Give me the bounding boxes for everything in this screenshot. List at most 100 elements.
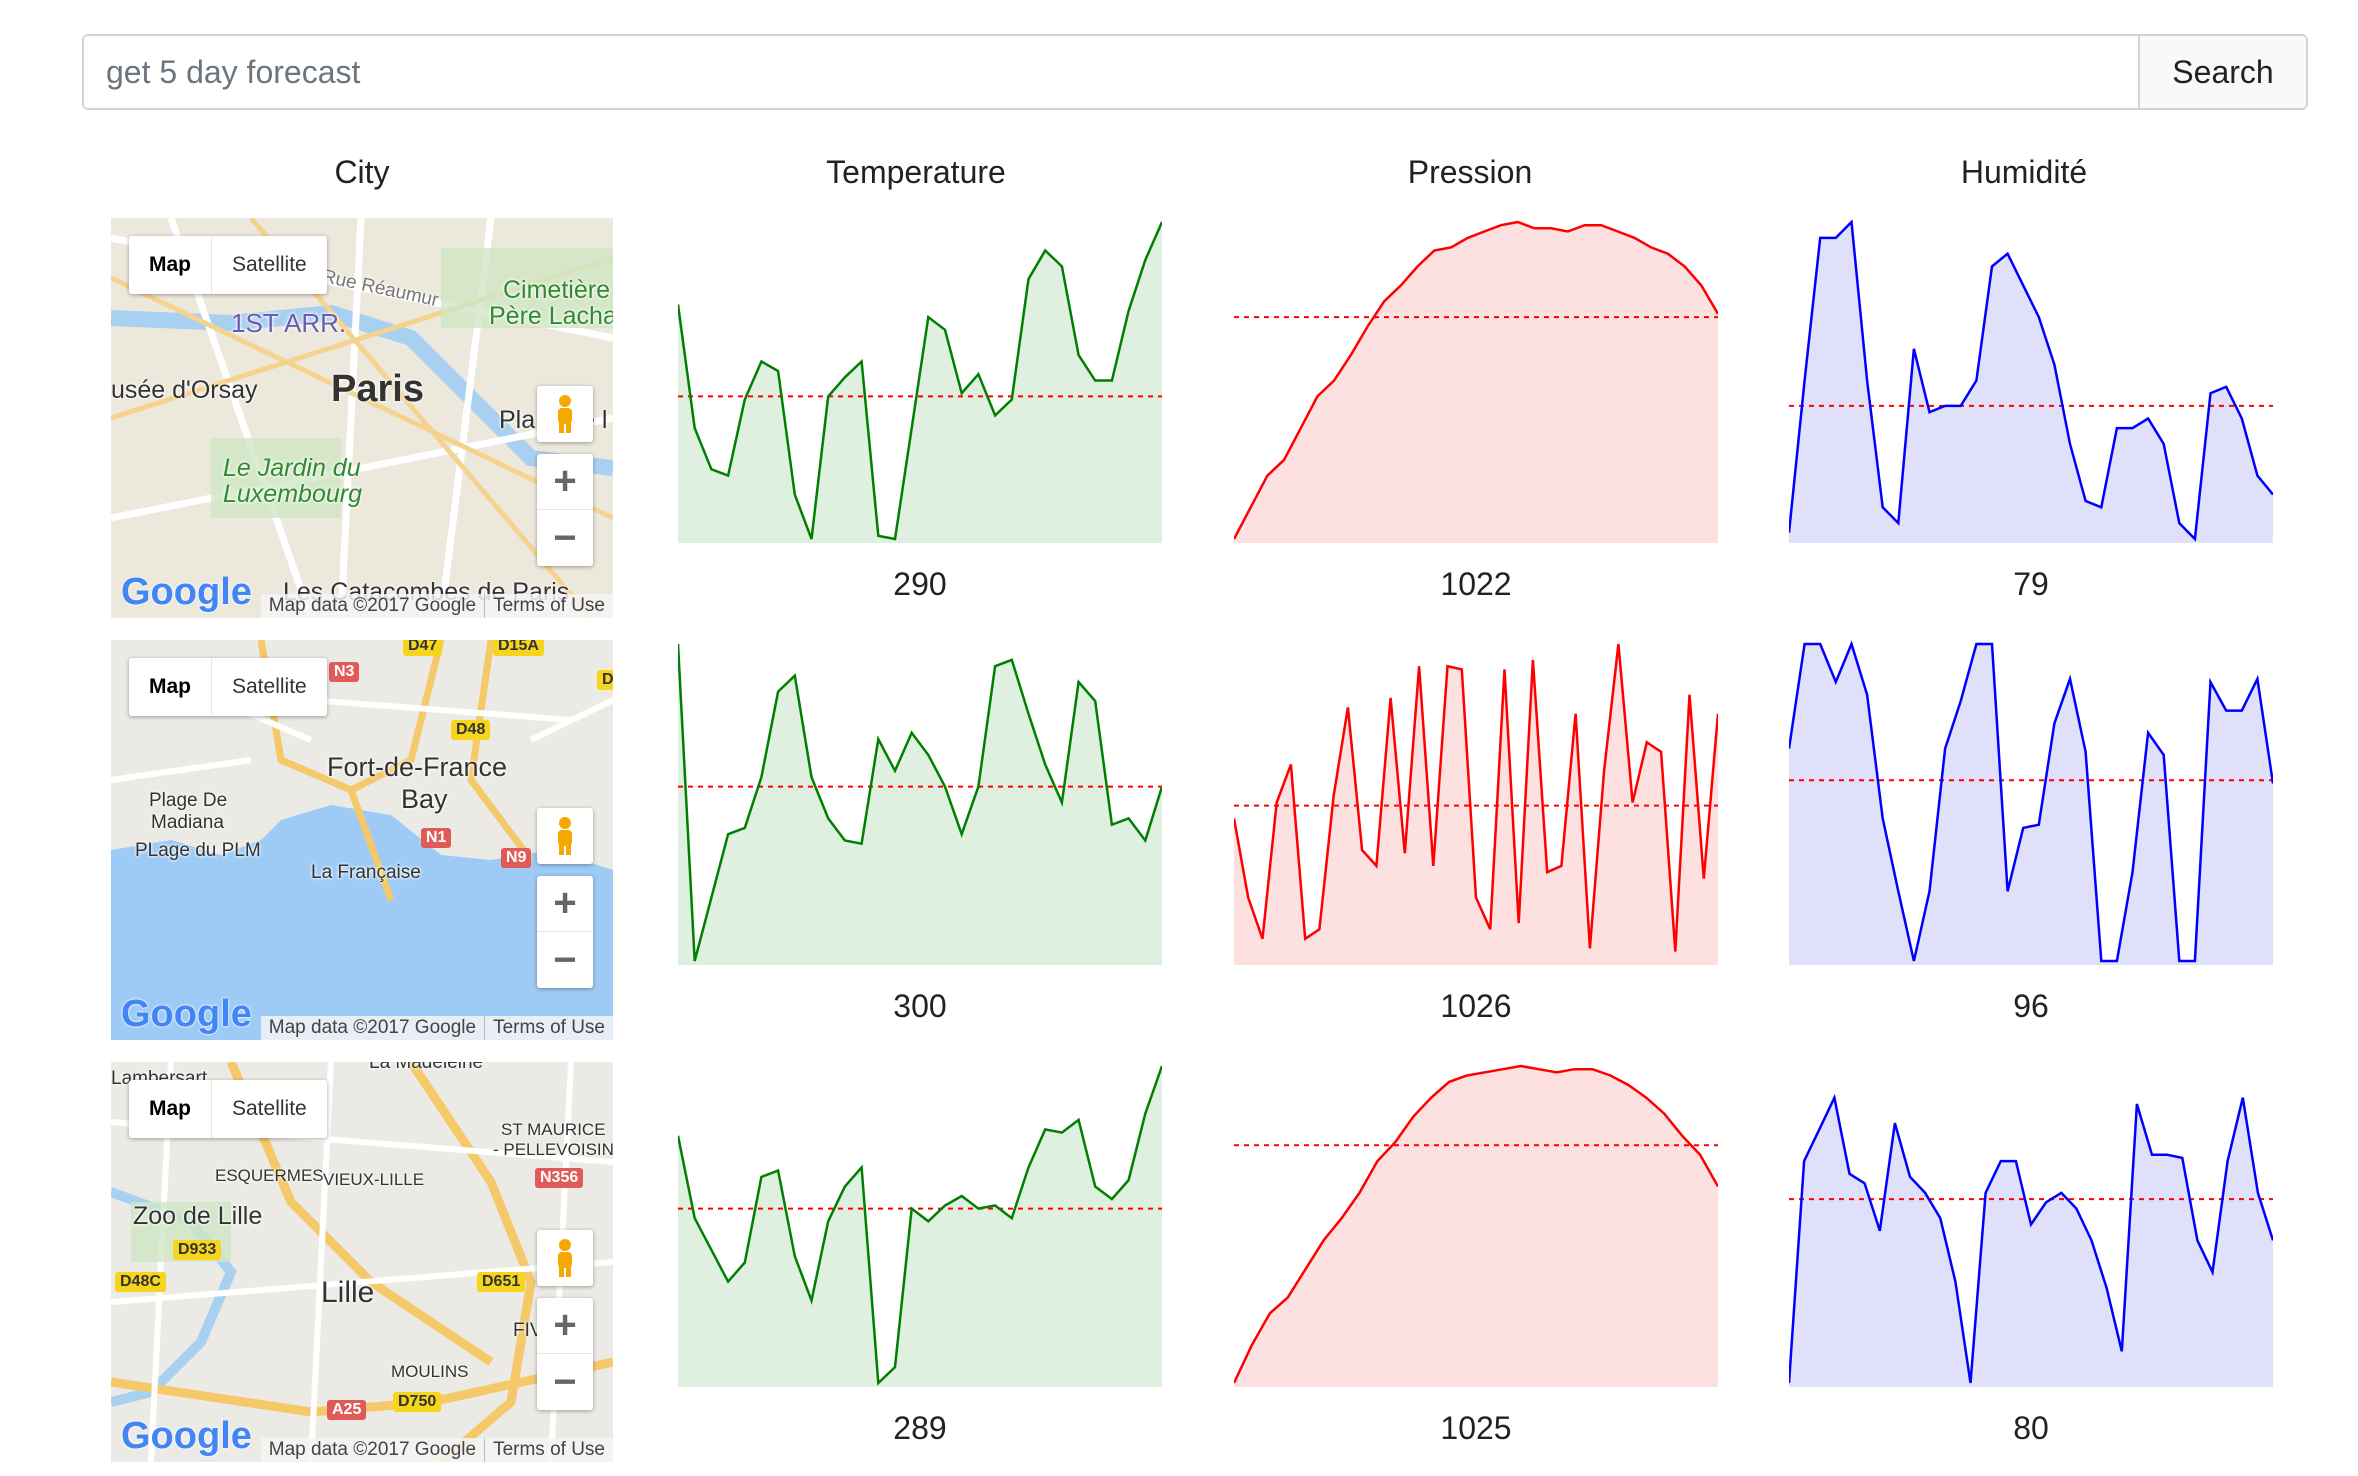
route-tag: D: [597, 670, 613, 690]
terms-of-use-link[interactable]: Terms of Use: [484, 1016, 613, 1040]
humidity-value: 79: [2013, 566, 2049, 602]
map-place-label: ESQUERMES: [215, 1166, 324, 1185]
pressure-value: 1022: [1440, 566, 1512, 602]
pressure-area: [1234, 644, 1718, 965]
pressure-value: 1025: [1440, 1410, 1512, 1446]
temperature-area: [678, 1066, 1162, 1387]
map-type-satellite-button[interactable]: Satellite: [211, 236, 327, 294]
map-type-toggle: Map Satellite: [129, 236, 327, 294]
map-city-label: Fort-de-France: [327, 752, 508, 782]
street-view-pegman-icon[interactable]: [537, 808, 593, 864]
street-view-pegman-icon[interactable]: [537, 1230, 593, 1286]
route-tag: D47: [403, 640, 443, 656]
temperature-sparkline: [678, 1065, 1162, 1387]
temperature-line: [678, 643, 1162, 962]
header-humidity: Humidité: [1960, 154, 2088, 190]
map-place-label: Madiana: [151, 812, 224, 833]
zoom-in-button[interactable]: +: [537, 876, 593, 932]
route-tag: A25: [327, 1400, 367, 1420]
pressure-area: [1234, 1066, 1718, 1387]
pressure-chart: [1234, 1062, 1718, 1387]
temperature-value: 300: [893, 988, 947, 1024]
humidity-chart: [1789, 1062, 2273, 1387]
street-view-pegman-icon[interactable]: [537, 386, 593, 442]
pressure-area: [1234, 222, 1718, 543]
pressure-sparkline: [1234, 643, 1718, 965]
temperature-area: [678, 644, 1162, 965]
humidity-chart: [1789, 218, 2273, 543]
map-city-label: Paris: [331, 368, 424, 410]
zoom-controls: + −: [537, 1298, 593, 1410]
google-logo: Google: [121, 571, 252, 613]
map-place-label: Père Lacha: [489, 302, 613, 330]
city-map[interactable]: Lambersart La Madeleine ST MAURICE - PEL…: [111, 1062, 613, 1462]
map-type-toggle: Map Satellite: [129, 658, 327, 716]
terms-of-use-link[interactable]: Terms of Use: [484, 594, 613, 618]
pressure-chart: [1234, 218, 1718, 543]
map-background: [111, 218, 613, 618]
terms-of-use-link[interactable]: Terms of Use: [484, 1438, 613, 1462]
temperature-chart: [678, 640, 1162, 965]
route-tag: D15A: [493, 640, 544, 656]
header-pressure: Pression: [1407, 154, 1533, 190]
humidity-area: [1789, 222, 2273, 543]
humidity-area: [1789, 644, 2273, 965]
map-type-map-button[interactable]: Map: [149, 1097, 191, 1120]
google-logo: Google: [121, 993, 252, 1035]
zoom-controls: + −: [537, 876, 593, 988]
map-type-satellite-button[interactable]: Satellite: [211, 1080, 327, 1138]
map-place-label: 1ST ARR.: [231, 308, 347, 338]
map-type-satellite-button[interactable]: Satellite: [211, 658, 327, 716]
zoom-controls: + −: [537, 454, 593, 566]
temperature-chart: [678, 218, 1162, 543]
temperature-chart: [678, 1062, 1162, 1387]
map-type-map-button[interactable]: Map: [149, 675, 191, 698]
humidity-sparkline: [1789, 640, 2273, 965]
route-tag: N1: [421, 828, 452, 848]
map-background: [111, 640, 613, 1040]
temperature-area: [678, 222, 1162, 543]
map-place-label: - PELLEVOISIN: [493, 1140, 613, 1159]
map-place-label: Pla: [499, 406, 536, 434]
map-place-label: La Française: [311, 862, 421, 883]
route-tag: D933: [173, 1240, 222, 1260]
search-input[interactable]: [84, 36, 2138, 108]
pressure-value: 1026: [1440, 988, 1512, 1024]
temperature-line: [678, 1065, 1162, 1386]
search-button[interactable]: Search: [2138, 36, 2306, 108]
map-city-label: Bay: [401, 784, 448, 814]
map-attribution: Map data ©2017 Google Terms of Use: [260, 594, 613, 618]
map-type-map-button[interactable]: Map: [149, 253, 191, 276]
temperature-line: [678, 221, 1162, 541]
map-place-label: La Madeleine: [369, 1062, 484, 1073]
zoom-in-button[interactable]: +: [537, 454, 593, 510]
route-tag: D750: [393, 1392, 442, 1412]
header-temperature: Temperature: [826, 154, 1006, 190]
map-data-credit: Map data ©2017 Google: [268, 595, 477, 616]
route-tag: D651: [477, 1272, 526, 1292]
map-data-credit: Map data ©2017 Google: [268, 1017, 477, 1038]
zoom-out-button[interactable]: −: [553, 1359, 577, 1404]
map-type-toggle: Map Satellite: [129, 1080, 327, 1138]
humidity-line: [1789, 640, 2273, 963]
search-bar: Search: [82, 34, 2308, 110]
humidity-sparkline: [1789, 1093, 2273, 1387]
route-tag: N9: [501, 848, 532, 868]
zoom-out-button[interactable]: −: [553, 937, 577, 982]
map-place-label: VIEUX-LILLE: [323, 1170, 425, 1189]
pressure-sparkline: [1234, 220, 1718, 543]
humidity-line: [1789, 1093, 2273, 1384]
map-place-label: Plage De: [149, 790, 228, 811]
map-attribution: Map data ©2017 Google Terms of Use: [260, 1438, 613, 1462]
zoom-in-button[interactable]: +: [537, 1298, 593, 1354]
map-park-label: Le Jardin du: [223, 454, 361, 482]
map-place-label: usée d'Orsay: [111, 376, 258, 404]
humidity-value: 80: [2013, 1410, 2049, 1446]
map-data-credit: Map data ©2017 Google: [268, 1439, 477, 1460]
temperature-value: 289: [893, 1410, 947, 1446]
zoom-out-button[interactable]: −: [553, 515, 577, 560]
city-map[interactable]: Fort-de-France Bay Plage De Madiana PLag…: [111, 640, 613, 1040]
pressure-chart: [1234, 640, 1718, 965]
humidity-area: [1789, 1097, 2273, 1387]
city-map[interactable]: 1ST ARR. Cimetière Père Lacha Rue Réaumu…: [111, 218, 613, 618]
